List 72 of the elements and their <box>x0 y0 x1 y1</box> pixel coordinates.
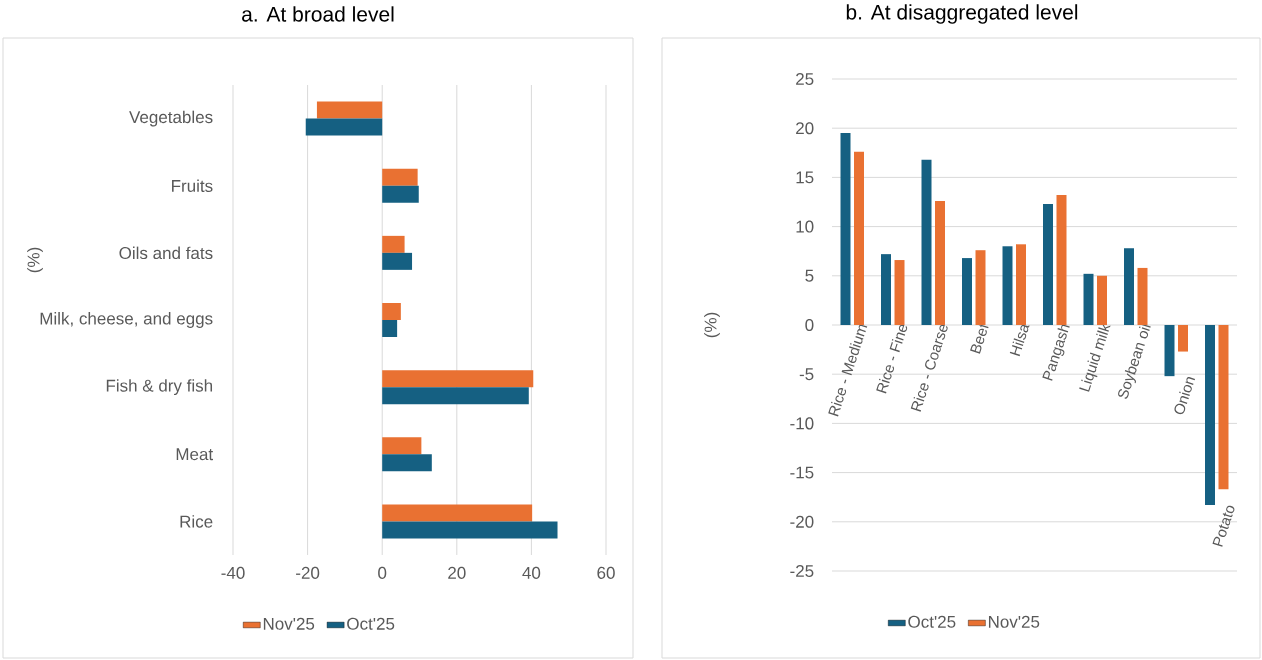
bar <box>1178 324 1188 352</box>
bar <box>382 370 534 388</box>
bar <box>382 303 401 320</box>
y-tick-label: 20 <box>796 122 814 135</box>
legend-label: Oct'25 <box>347 617 395 630</box>
y-tick-label: 10 <box>796 220 814 233</box>
bar <box>1205 324 1215 506</box>
bar <box>1056 195 1067 325</box>
x-tick-label: Liquid milk <box>1079 323 1111 392</box>
y-tick-label: 25 <box>796 72 814 86</box>
bar <box>881 254 891 325</box>
y-tick-label: Vegetables <box>129 110 213 127</box>
legend-label: Nov'25 <box>988 615 1040 628</box>
x-tick-label: 60 <box>597 566 615 579</box>
legend-label: Nov'25 <box>263 617 315 630</box>
bar <box>382 320 398 337</box>
bar <box>382 185 419 203</box>
y-tick-label: Milk, cheese, and eggs <box>40 312 213 328</box>
y-tick-label: Fruits <box>172 179 213 192</box>
x-tick-label: -20 <box>296 566 320 579</box>
y-tick-label: -5 <box>799 368 814 381</box>
bar <box>382 235 405 253</box>
bar <box>1043 203 1053 325</box>
y-tick-label: -15 <box>790 466 814 479</box>
chart-title: b. At disaggregated level <box>846 4 1078 24</box>
bar <box>382 521 558 539</box>
y-tick-label: Oils and fats <box>119 246 213 260</box>
bar <box>894 260 905 325</box>
y-tick-label: -10 <box>790 417 814 430</box>
bar <box>1016 244 1026 325</box>
y-tick-label: -25 <box>790 564 814 578</box>
bar <box>1218 324 1229 490</box>
bar <box>935 201 945 325</box>
x-tick-label: Beef <box>970 322 989 354</box>
bar <box>1002 246 1013 325</box>
bar <box>975 250 986 325</box>
x-tick-label: -40 <box>221 566 245 579</box>
bar <box>382 504 533 522</box>
x-tick-label: Rice - Fine <box>876 324 908 394</box>
y-axis-title: (%) <box>27 247 43 273</box>
bar <box>1097 275 1107 325</box>
bar <box>382 387 529 405</box>
bar <box>316 101 383 119</box>
bar <box>962 258 972 325</box>
x-tick-label: 0 <box>378 566 387 579</box>
y-tick-label: Fish & dry fish <box>106 379 213 396</box>
x-tick-label: Onion <box>1174 377 1196 415</box>
y-tick-label: 15 <box>796 171 814 184</box>
bar <box>382 454 432 472</box>
x-tick-label: Hilsa <box>1009 324 1030 357</box>
bar <box>854 151 864 325</box>
bar <box>1083 273 1094 325</box>
y-tick-label: 5 <box>805 269 814 282</box>
chart-title: a. At broad level <box>242 6 394 22</box>
bar <box>305 118 383 136</box>
bar <box>382 252 413 270</box>
bar <box>1137 267 1148 325</box>
bar <box>1164 324 1175 377</box>
y-tick-label: -20 <box>790 515 814 528</box>
bar <box>840 133 851 325</box>
y-tick-label: Meat <box>176 448 213 461</box>
y-tick-label: Rice <box>180 515 213 528</box>
x-tick-label: Rice - Coarse <box>910 324 948 412</box>
bar <box>382 168 418 186</box>
bar <box>921 159 932 325</box>
x-tick-label: Potato <box>1212 505 1235 547</box>
x-tick-label: 40 <box>522 566 541 579</box>
y-axis-title: (%) <box>704 312 720 338</box>
x-tick-label: 20 <box>448 566 466 579</box>
bar <box>1124 248 1134 325</box>
legend-label: Oct'25 <box>908 615 956 628</box>
bar <box>382 437 422 455</box>
